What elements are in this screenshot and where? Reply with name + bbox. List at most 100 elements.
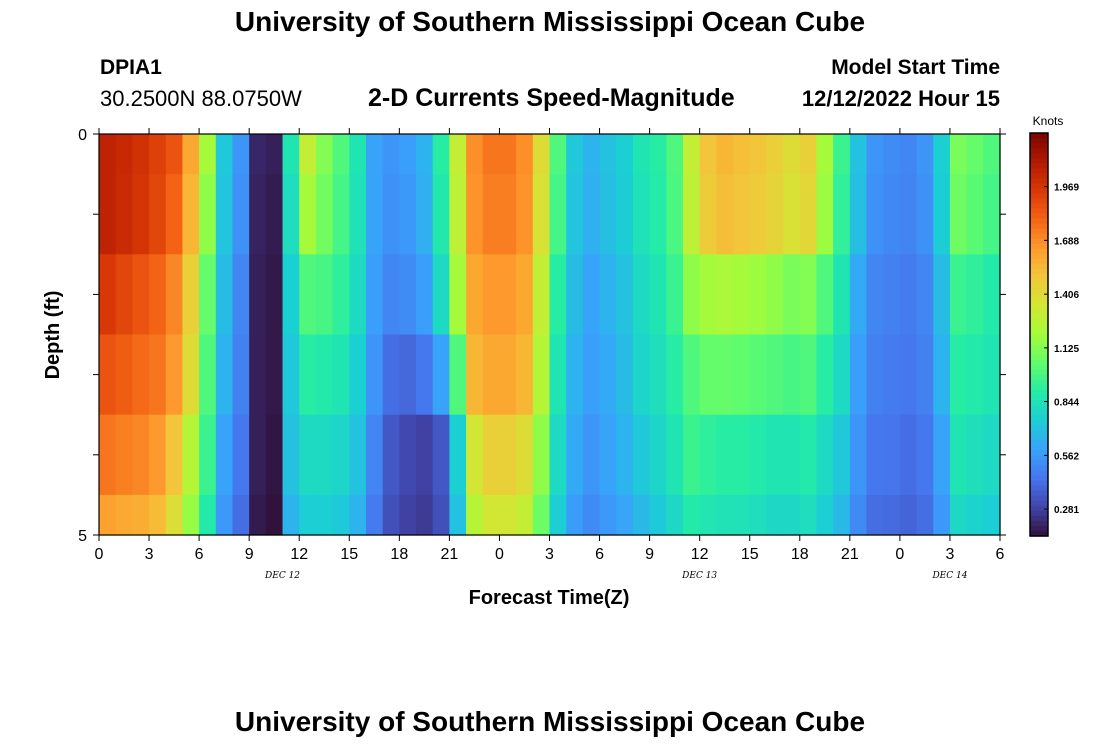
colorbar-band — [1030, 183, 1048, 190]
heatmap-cell — [182, 414, 200, 496]
heatmap-cell — [566, 254, 584, 336]
heatmap-cell — [582, 494, 601, 536]
colorbar-band — [1030, 289, 1048, 295]
x-tick-label: 18 — [390, 546, 408, 563]
heatmap-cell — [499, 254, 517, 336]
colorbar-band — [1030, 274, 1048, 280]
x-tick-label: 6 — [595, 546, 604, 563]
colorbar-band — [1030, 455, 1048, 462]
heatmap-cell — [199, 414, 217, 496]
heatmap-cell — [416, 134, 434, 175]
heatmap-cell — [983, 254, 1001, 336]
heatmap-cell — [582, 334, 601, 416]
heatmap-cell — [149, 494, 167, 536]
heatmap-cell — [382, 334, 400, 416]
heatmap-cell — [649, 174, 667, 255]
colorbar-band — [1030, 173, 1048, 179]
heatmap-cell — [682, 134, 701, 175]
heatmap-cell — [649, 494, 667, 536]
heatmap-cell — [699, 174, 717, 255]
heatmap-cell — [883, 494, 901, 536]
heatmap-cell — [199, 334, 217, 416]
colorbar-band — [1030, 379, 1048, 386]
heatmap-cell — [132, 414, 150, 496]
heatmap-cell — [282, 414, 300, 496]
heatmap-cell — [232, 334, 250, 416]
footer-title: University of Southern Mississippi Ocean… — [234, 706, 866, 737]
heatmap-cell — [933, 174, 951, 255]
y-axis: 05 — [78, 127, 1006, 545]
colorbar-band — [1030, 153, 1048, 159]
heatmap-cell — [365, 134, 384, 175]
heatmap-cell — [516, 254, 534, 336]
heatmap-cell — [182, 334, 200, 416]
heatmap-cell — [332, 254, 350, 336]
heatmap-cell — [132, 494, 150, 536]
heatmap-cell — [849, 414, 868, 496]
colorbar-band — [1030, 178, 1048, 184]
colorbar-band — [1030, 284, 1048, 290]
heatmap-cell — [616, 174, 634, 255]
heatmap-cell — [966, 334, 984, 416]
colorbar-band — [1030, 389, 1048, 396]
heatmap-cell — [916, 414, 934, 496]
heatmap-cell — [866, 494, 884, 536]
colorbar-band — [1030, 314, 1048, 320]
date-label: DEC 13 — [681, 571, 717, 581]
heatmap-cell — [649, 334, 667, 416]
heatmap-cell — [616, 254, 634, 336]
heatmap-cell — [899, 494, 918, 536]
heatmap-cell — [516, 334, 534, 416]
heatmap-cell — [716, 174, 734, 255]
colorbar-band — [1030, 510, 1048, 517]
heatmap-cell — [549, 414, 567, 496]
x-axis-title: Forecast Time(Z) — [469, 587, 630, 609]
heatmap-cell — [833, 414, 851, 496]
colorbar-band — [1030, 465, 1048, 472]
colorbar-band — [1030, 208, 1048, 215]
heatmap-cell — [249, 414, 267, 496]
heatmap-cell — [432, 134, 450, 175]
colorbar-band — [1030, 238, 1048, 245]
heatmap-cell — [799, 254, 818, 336]
heatmap-cell — [416, 414, 434, 496]
heatmap-cell — [299, 174, 317, 255]
x-tick-label: 3 — [945, 546, 954, 563]
heatmap-cell — [666, 494, 684, 536]
heatmap-cell — [799, 414, 818, 496]
heatmap-cell — [365, 494, 384, 536]
heatmap-cell — [733, 174, 751, 255]
heatmap-cell — [933, 414, 951, 496]
heatmap-cell — [933, 254, 951, 336]
heatmap-cell — [365, 254, 384, 336]
heatmap-cell — [649, 134, 667, 175]
heatmap-cell — [99, 254, 117, 336]
model-start-label: Model Start Time — [831, 56, 1000, 79]
heatmap-cell — [816, 134, 834, 175]
colorbar-band — [1030, 425, 1048, 431]
heatmap-cell — [115, 494, 133, 536]
colorbar-band — [1030, 374, 1048, 381]
heatmap-cell — [949, 414, 968, 496]
colorbar-tick-label: 0.281 — [1054, 505, 1079, 516]
heatmap-cell — [632, 134, 651, 175]
heatmap-cell — [566, 334, 584, 416]
heatmap-cell — [716, 414, 734, 496]
heatmap-cell — [516, 174, 534, 255]
colorbar-band — [1030, 520, 1048, 527]
x-tick-label: 15 — [340, 546, 358, 563]
heatmap-cell — [716, 254, 734, 336]
heatmap-cell — [516, 134, 534, 175]
heatmap-cell — [265, 414, 284, 496]
heatmap-cell — [416, 174, 434, 255]
heatmap-cell — [282, 334, 300, 416]
y-tick-label: 5 — [78, 528, 87, 545]
heatmap-cell — [783, 334, 801, 416]
colorbar-tick-label: 1.125 — [1054, 344, 1079, 355]
heatmap-cell — [365, 334, 384, 416]
heatmap-cell — [733, 414, 751, 496]
heatmap-cell — [783, 174, 801, 255]
colorbar-band — [1030, 304, 1048, 310]
heatmap-cell — [215, 134, 234, 175]
heatmap-cell — [899, 174, 918, 255]
